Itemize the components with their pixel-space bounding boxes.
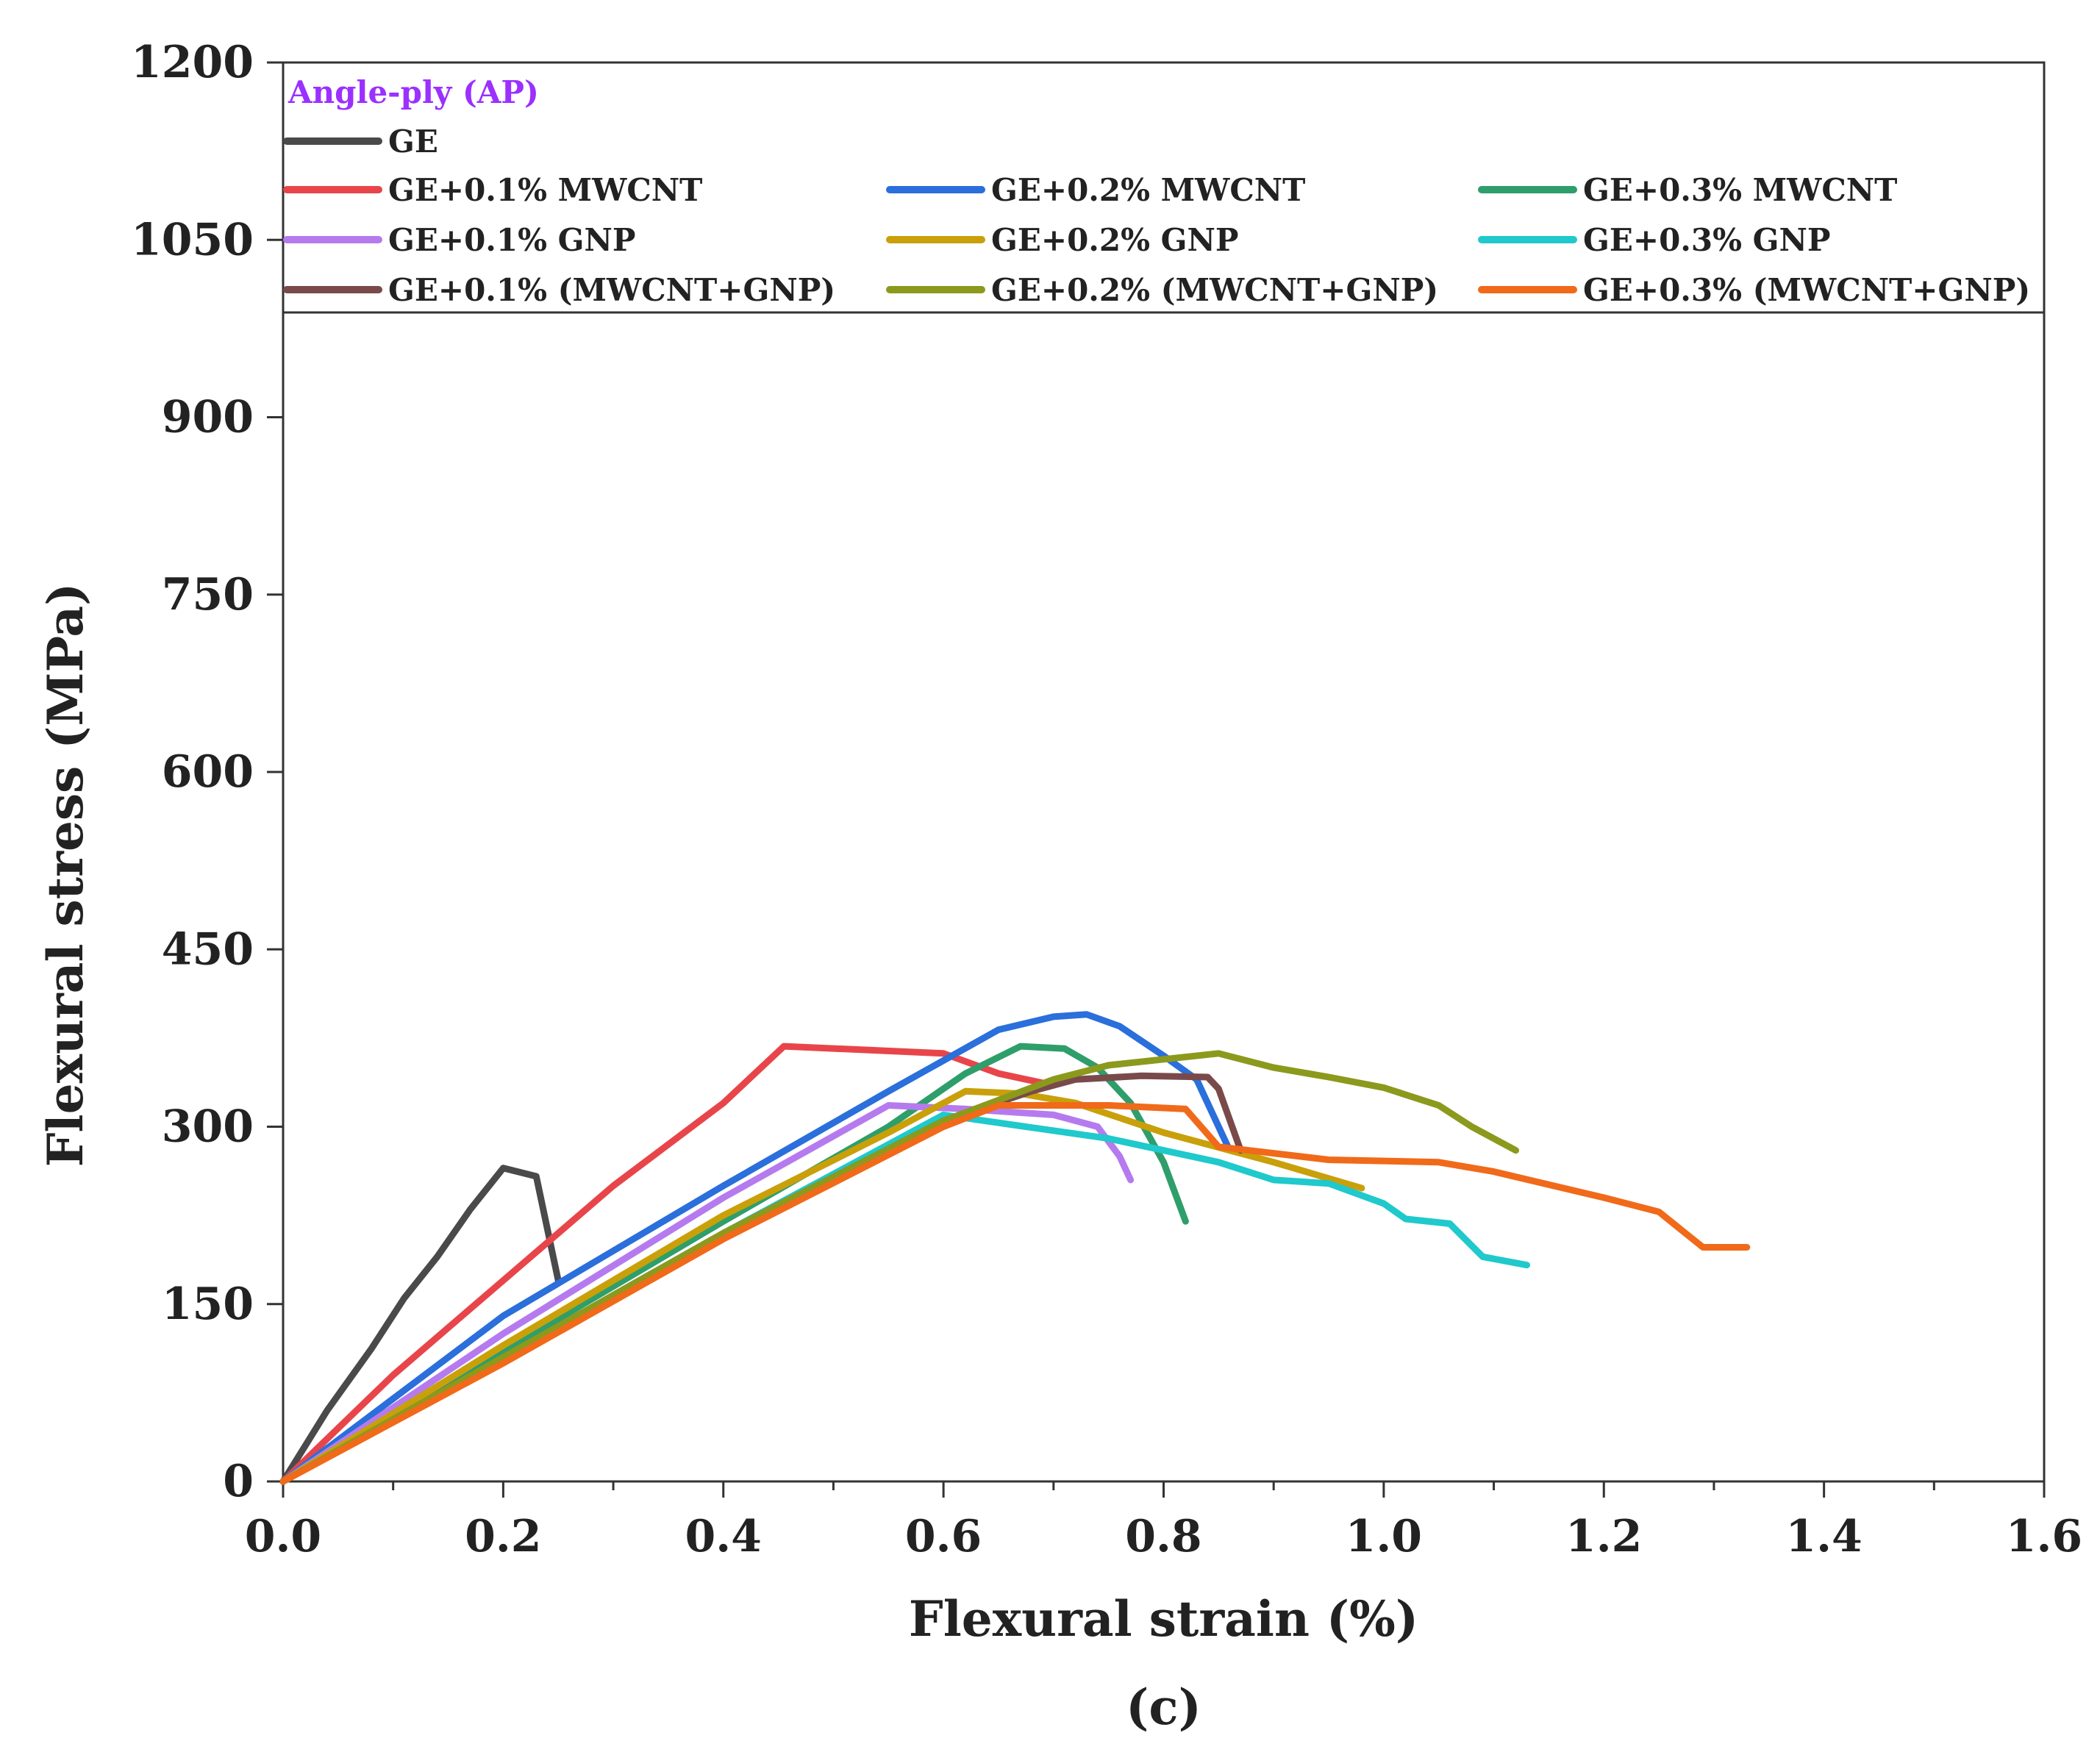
- y-axis: 0 150 300 450 600 750 900 1050 1200: [131, 37, 283, 1507]
- legend-entry-10: GE+0.3% (MWCNT+GNP): [1583, 272, 2030, 308]
- y-tick-label: 900: [162, 392, 254, 443]
- series-line-7: [279, 1111, 1530, 1485]
- y-tick-label: 150: [162, 1279, 254, 1330]
- x-tick-label: 1.6: [2006, 1511, 2082, 1562]
- y-tick-label: 450: [162, 923, 254, 975]
- x-tick-label: 0.2: [465, 1511, 541, 1562]
- x-tick-label: 0.6: [905, 1511, 982, 1562]
- legend-box: [282, 61, 2046, 314]
- x-axis: 0.0 0.2 0.4 0.6 0.8 1.0 1.2 1.4 1.6: [245, 1481, 2082, 1562]
- legend-entry-5: GE+0.1% GNP: [388, 222, 636, 258]
- x-axis-title: Flexural strain (%): [909, 1590, 1418, 1648]
- series-line-1: [279, 1165, 562, 1485]
- series-layer: [279, 1011, 1751, 1485]
- series-line-9: [279, 1050, 1519, 1485]
- y-tick-label: 750: [162, 569, 254, 621]
- legend-entry-3: GE+0.2% MWCNT: [991, 172, 1305, 208]
- legend: Angle-ply (AP) GE GE+0.1% MWCNT GE+0.2% MWC…: [282, 61, 2046, 314]
- y-tick-label: 300: [162, 1101, 254, 1153]
- legend-entry-6: GE+0.2% GNP: [991, 222, 1239, 258]
- legend-entry-2: GE+0.1% MWCNT: [388, 172, 702, 208]
- x-tick-label: 0.8: [1125, 1511, 1201, 1562]
- legend-entry-7: GE+0.3% GNP: [1583, 222, 1831, 258]
- x-tick-label: 0.0: [245, 1511, 321, 1562]
- x-tick-label: 1.0: [1346, 1511, 1422, 1562]
- legend-title: Angle-ply (AP): [288, 74, 539, 110]
- x-tick-label: 1.4: [1785, 1511, 1862, 1562]
- y-tick-label: 1050: [131, 214, 254, 265]
- series-line-3: [279, 1011, 1233, 1485]
- legend-entry-8: GE+0.1% (MWCNT+GNP): [388, 272, 835, 308]
- legend-entry-1: GE: [388, 124, 438, 160]
- series-line-10: [279, 1102, 1751, 1485]
- panel-label: (c): [1126, 1678, 1201, 1736]
- y-tick-label: 0: [223, 1456, 254, 1507]
- x-tick-label: 0.4: [685, 1511, 762, 1562]
- series-line-6: [279, 1087, 1365, 1485]
- series-line-5: [279, 1102, 1135, 1485]
- y-tick-label: 1200: [131, 37, 254, 88]
- legend-entry-9: GE+0.2% (MWCNT+GNP): [991, 272, 1438, 308]
- y-tick-label: 600: [162, 746, 254, 798]
- y-axis-title: Flexural stress (MPa): [37, 583, 94, 1168]
- x-tick-label: 1.2: [1565, 1511, 1642, 1562]
- legend-entry-4: GE+0.3% MWCNT: [1583, 172, 1897, 208]
